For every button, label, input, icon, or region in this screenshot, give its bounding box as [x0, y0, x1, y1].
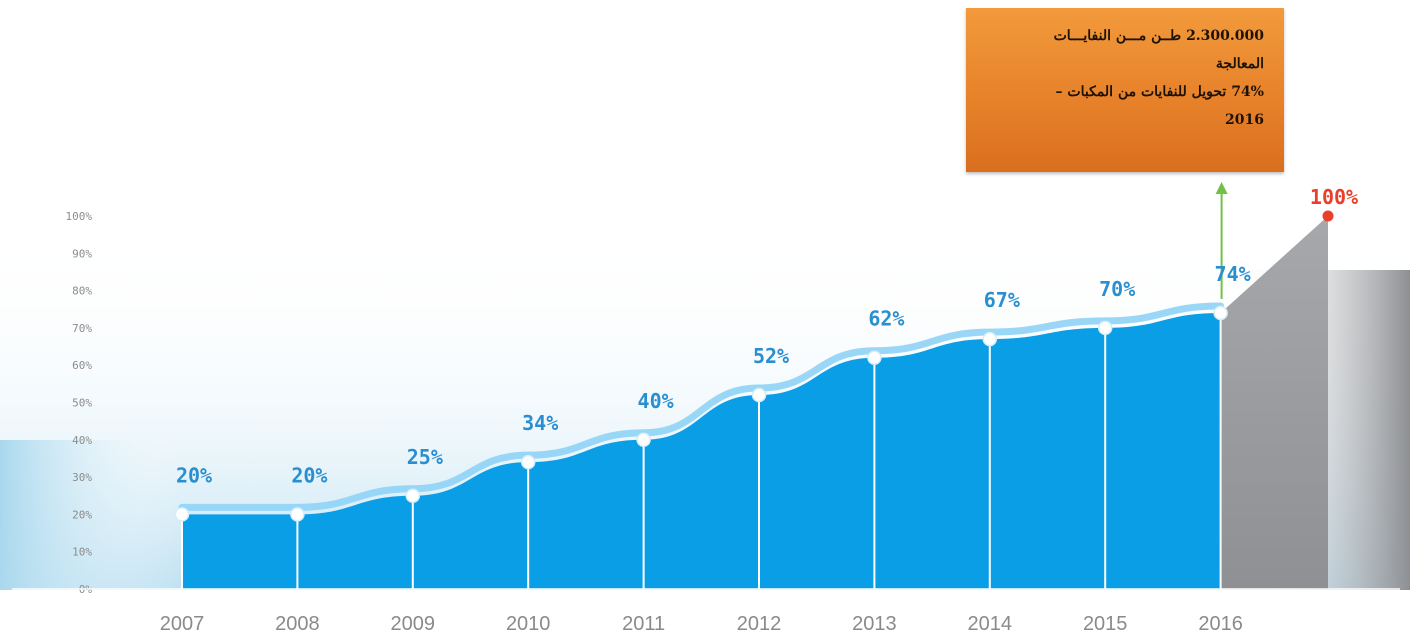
y-tick-label: 80%	[72, 285, 92, 298]
data-label: 25%	[407, 445, 443, 469]
data-area	[182, 312, 1221, 589]
plot-area	[12, 182, 1400, 590]
target-label: 100%	[1310, 185, 1358, 209]
x-tick-label: 2007	[160, 613, 205, 635]
data-point	[405, 488, 421, 503]
x-tick-label: 2011	[622, 613, 665, 635]
x-tick-label: 2014	[968, 613, 1013, 635]
callout-box: 2.300.000 طــن مـــن النفايـــات المعالج…	[966, 8, 1284, 172]
data-label: 52%	[753, 344, 789, 368]
y-tick-label: 40%	[72, 434, 92, 447]
data-point	[1213, 305, 1228, 321]
y-tick-label: 10%	[72, 546, 92, 559]
x-tick-label: 2016	[1198, 613, 1243, 635]
data-point	[520, 454, 536, 470]
data-point	[174, 507, 190, 522]
data-point	[751, 387, 767, 403]
x-tick-label: 2008	[275, 613, 320, 635]
data-point	[290, 507, 305, 522]
y-tick-label: 70%	[72, 322, 92, 335]
data-label: 62%	[868, 307, 904, 331]
x-tick-label: 2015	[1083, 613, 1128, 635]
data-point	[1097, 320, 1113, 336]
data-labels: 20% 20% 25% 34% 40% 52% 62% 67% 70% 74% 100%	[176, 185, 1358, 487]
background-left-fade	[0, 440, 180, 590]
y-tick-label: 20%	[72, 508, 92, 521]
data-label: 20%	[176, 463, 212, 487]
callout-line-2: المعالجة	[1215, 56, 1264, 72]
data-label: 34%	[522, 411, 558, 435]
x-tick-label: 2012	[737, 613, 782, 635]
series-line	[178, 302, 1225, 511]
target-projection-area	[1220, 216, 1328, 589]
data-label: 20%	[291, 463, 327, 487]
data-point	[867, 350, 882, 365]
target-point	[1322, 210, 1334, 222]
callout-line-1: 2.300.000 طــن مـــن النفايـــات	[1053, 28, 1264, 44]
y-tick-label: 90%	[72, 247, 92, 260]
x-tick-label: 2010	[506, 613, 551, 635]
x-axis: 2007 2008 2009 2010 2011 2012 2013 2014 2015 2016	[160, 613, 1243, 635]
data-label: 67%	[984, 288, 1020, 312]
data-label: 70%	[1099, 277, 1135, 301]
y-tick-label: 50%	[72, 397, 92, 410]
y-axis: 0%10%20%30%40%50%60%70%80%90%100%	[66, 210, 93, 596]
callout-arrow-head	[1215, 182, 1228, 194]
y-tick-label: 30%	[72, 471, 92, 484]
callout-line-3: 74% تحويل للنفايات من المكبات –	[1055, 84, 1264, 100]
x-tick-label: 2013	[852, 613, 897, 635]
y-tick-label: 100%	[66, 210, 93, 223]
callout-line-4: 2016	[1225, 112, 1264, 128]
data-point	[636, 432, 651, 448]
data-label: 40%	[638, 389, 674, 413]
data-label: 74%	[1215, 262, 1251, 286]
data-point	[982, 331, 998, 347]
x-tick-label: 2009	[391, 613, 436, 635]
y-tick-label: 60%	[72, 359, 92, 372]
